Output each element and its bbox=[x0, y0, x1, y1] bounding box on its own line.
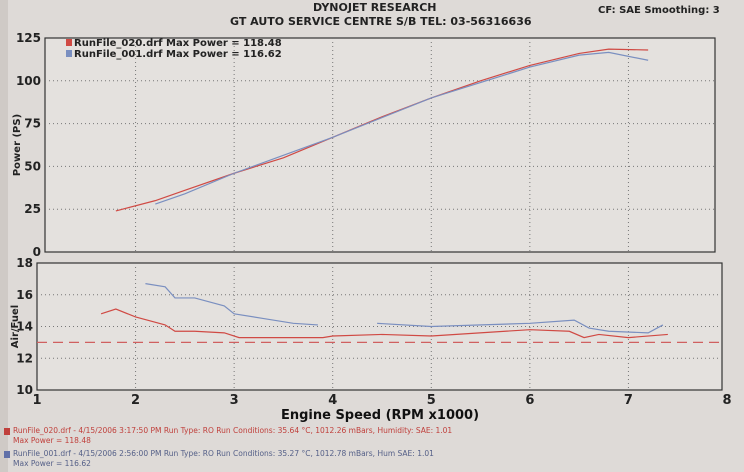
run-001-swatch bbox=[4, 450, 10, 458]
shop-subtitle: GT AUTO SERVICE CENTRE S/B TEL: 03-56316… bbox=[230, 15, 532, 28]
y-tick-label: 12 bbox=[16, 351, 33, 365]
y-tick-label: 125 bbox=[16, 31, 41, 45]
legend-entry: RunFile_001.drf Max Power = 116.62 bbox=[74, 49, 282, 60]
x-axis-label: Engine Speed (RPM x1000) bbox=[281, 408, 479, 423]
x-tick-label: 8 bbox=[722, 393, 731, 408]
power-plot-area bbox=[44, 37, 716, 253]
series-line-RunFile_001-drf bbox=[155, 51, 649, 205]
legend-swatch bbox=[66, 39, 72, 46]
afr-axis-label: Air/Fuel bbox=[10, 305, 21, 348]
x-tick-label: 2 bbox=[131, 393, 140, 408]
series-line-RunFile_001-drf bbox=[145, 283, 318, 326]
afr-plot-area bbox=[36, 262, 723, 391]
series-line-RunFile_020-drf bbox=[100, 308, 668, 339]
x-tick-label: 6 bbox=[525, 393, 534, 408]
y-tick-label: 75 bbox=[24, 117, 41, 131]
y-tick-label: 14 bbox=[16, 320, 33, 334]
run-001-details: RunFile_001.drf - 4/15/2006 2:56:00 PM R… bbox=[13, 449, 434, 458]
x-tick-label: 7 bbox=[624, 393, 633, 408]
footer-run-020: RunFile_020.drf - 4/15/2006 3:17:50 PM R… bbox=[4, 426, 452, 446]
y-tick-label: 0 bbox=[33, 245, 41, 259]
run-020-details: RunFile_020.drf - 4/15/2006 3:17:50 PM R… bbox=[13, 426, 453, 435]
series-line-RunFile_001-drf bbox=[377, 319, 664, 334]
run-020-swatch bbox=[4, 427, 10, 435]
y-tick-label: 16 bbox=[16, 288, 33, 302]
power-axis-label: Power (PS) bbox=[12, 114, 23, 176]
y-tick-label: 100 bbox=[16, 74, 41, 88]
legend-swatch bbox=[66, 50, 72, 57]
x-tick-label: 1 bbox=[32, 393, 41, 408]
y-tick-label: 50 bbox=[24, 159, 41, 173]
y-tick-label: 25 bbox=[24, 202, 41, 216]
series-line-RunFile_020-drf bbox=[115, 48, 649, 212]
report-title: DYNOJET RESEARCH bbox=[313, 1, 437, 14]
y-tick-label: 18 bbox=[16, 256, 33, 270]
y-tick-label: 10 bbox=[16, 383, 33, 397]
x-tick-label: 5 bbox=[427, 393, 436, 408]
x-tick-label: 3 bbox=[230, 393, 239, 408]
x-tick-label: 4 bbox=[328, 393, 337, 408]
run-020-max-power: Max Power = 118.48 bbox=[13, 436, 91, 445]
legend-entry: RunFile_020.drf Max Power = 118.48 bbox=[74, 38, 282, 49]
run-001-max-power: Max Power = 116.62 bbox=[13, 459, 91, 468]
correction-settings: CF: SAE Smoothing: 3 bbox=[598, 5, 720, 16]
footer-run-001: RunFile_001.drf - 4/15/2006 2:56:00 PM R… bbox=[4, 449, 434, 469]
